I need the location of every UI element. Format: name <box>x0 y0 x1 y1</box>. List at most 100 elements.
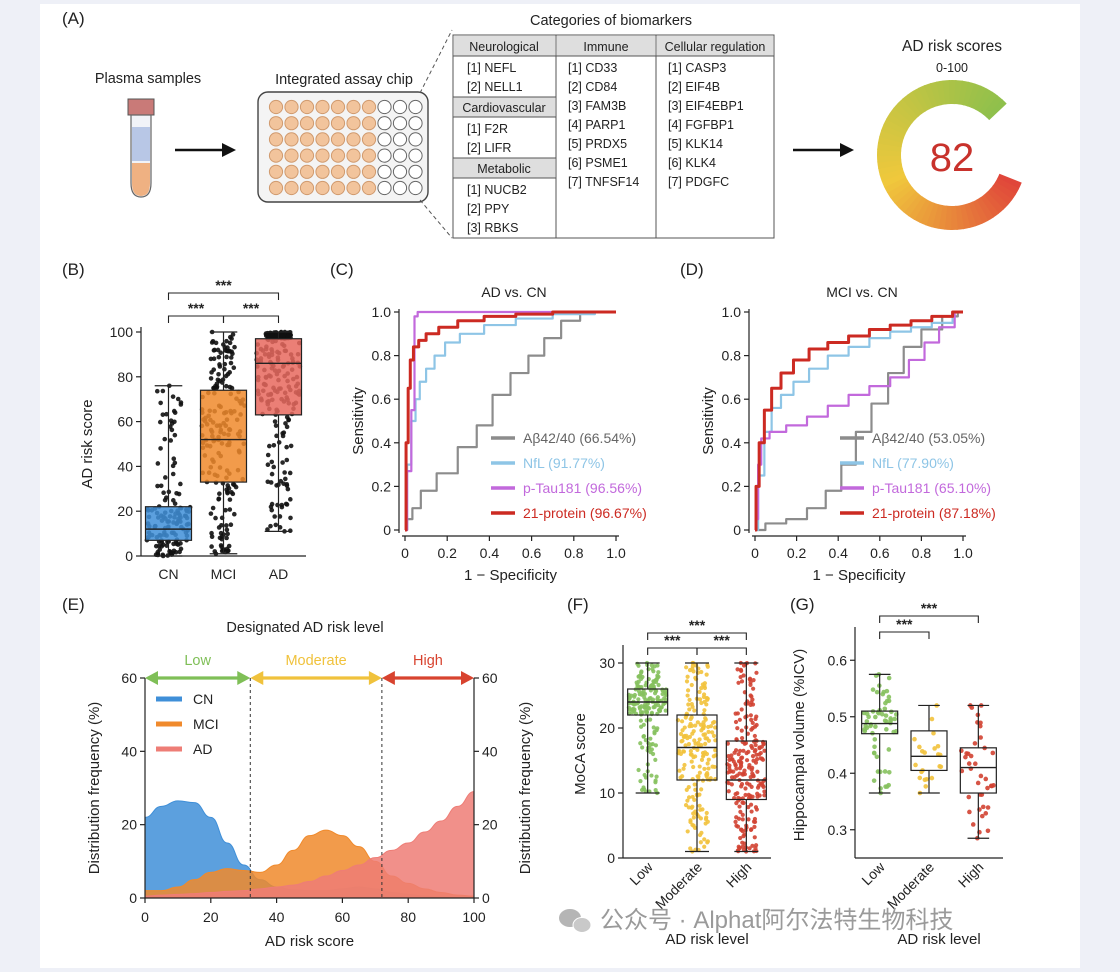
gauge-segment <box>975 88 993 113</box>
gauge-segment <box>986 99 1007 121</box>
data-point <box>750 726 755 731</box>
roc-x-tick-label: 0.8 <box>564 545 584 561</box>
data-point <box>232 344 237 350</box>
immune-header: Immune <box>583 40 628 54</box>
data-point <box>762 793 767 798</box>
box-G-y-tick-label: 0.4 <box>828 765 848 781</box>
data-point <box>274 483 279 488</box>
x-tick-label: CN <box>158 566 178 582</box>
data-point <box>208 356 214 362</box>
data-point <box>691 729 696 734</box>
chip-well <box>315 116 330 131</box>
data-point <box>643 738 648 743</box>
data-point <box>972 741 978 746</box>
data-point <box>170 394 176 399</box>
level-arrow-head <box>237 671 251 685</box>
legend-label: p-Tau181 (65.10%) <box>872 480 991 496</box>
legend-label: 21-protein (87.18%) <box>872 505 996 521</box>
data-point <box>703 716 708 721</box>
data-point <box>929 716 935 722</box>
data-point <box>164 495 169 500</box>
significance-label: *** <box>215 277 232 293</box>
data-point <box>223 383 229 389</box>
data-point <box>687 707 692 712</box>
data-point <box>754 670 759 675</box>
data-point <box>886 694 892 700</box>
data-point <box>729 753 734 758</box>
data-point <box>697 803 702 808</box>
gauge-segment <box>967 201 983 227</box>
data-point <box>265 479 271 485</box>
data-point <box>212 347 217 353</box>
data-point <box>640 745 645 750</box>
data-point <box>737 846 742 851</box>
data-point <box>227 497 233 502</box>
significance-label: *** <box>689 617 706 633</box>
data-point <box>688 716 693 722</box>
chip-well <box>361 116 377 131</box>
chip-well <box>408 148 423 163</box>
roc-x-tick-label: 0.4 <box>828 545 848 561</box>
chip-well <box>268 180 284 196</box>
data-point <box>883 700 888 706</box>
data-point <box>704 815 709 820</box>
gauge-segment <box>902 94 923 117</box>
density-x-tick-label: 80 <box>400 909 416 925</box>
data-point <box>276 440 282 445</box>
watermark: 公众号 · Alphat阿尔法特生物科技 <box>559 907 953 934</box>
data-point <box>222 366 227 372</box>
data-point <box>228 355 234 360</box>
data-point <box>886 769 892 775</box>
data-point <box>711 733 717 738</box>
density-y2-label: Distribution frequency (%) <box>517 702 534 875</box>
cardiovascular-item: [1] F2R <box>467 122 508 136</box>
data-point <box>217 362 222 367</box>
data-point <box>691 823 696 828</box>
data-point <box>171 548 177 554</box>
chip-well <box>330 148 346 163</box>
data-point <box>650 742 655 747</box>
data-point <box>983 776 989 782</box>
gauge-segment <box>877 154 902 163</box>
data-point <box>652 704 657 709</box>
biomarker-table-title: Categories of biomarkers <box>530 13 692 29</box>
gauge-segment <box>929 81 943 107</box>
data-point <box>733 819 738 824</box>
chip-well <box>377 164 392 179</box>
data-point <box>975 780 981 786</box>
data-point <box>912 736 917 742</box>
significance-label: *** <box>921 600 938 616</box>
data-point <box>712 719 717 725</box>
data-point <box>285 486 291 492</box>
data-point <box>695 720 700 725</box>
data-point <box>637 705 642 710</box>
plasma-samples-label: Plasma samples <box>95 71 201 87</box>
chip-well <box>346 148 361 163</box>
data-point <box>641 734 646 739</box>
data-point <box>636 697 641 702</box>
level-arrow-head <box>145 671 158 685</box>
data-point <box>757 746 762 751</box>
density-x-label: AD risk score <box>265 933 354 950</box>
level-label: Moderate <box>285 653 346 669</box>
gauge-segment <box>913 198 931 223</box>
data-point <box>883 784 888 789</box>
box <box>861 710 899 735</box>
density-y-label: Distribution frequency (%) <box>86 702 103 875</box>
gauge-segment <box>942 80 951 105</box>
data-point <box>176 491 182 497</box>
data-point <box>691 669 696 674</box>
box <box>199 389 248 483</box>
data-point <box>727 757 732 762</box>
immune-item: [1] CD33 <box>568 61 617 75</box>
chip-well <box>268 132 284 147</box>
data-point <box>696 740 701 746</box>
data-point <box>705 761 710 766</box>
cellular-item: [3] EIF4EBP1 <box>668 99 744 113</box>
data-point <box>210 505 216 511</box>
data-point <box>884 719 889 724</box>
chip-well <box>268 99 284 115</box>
risk-score-range: 0-100 <box>936 61 968 75</box>
cellular-item: [7] PDGFC <box>668 175 729 189</box>
